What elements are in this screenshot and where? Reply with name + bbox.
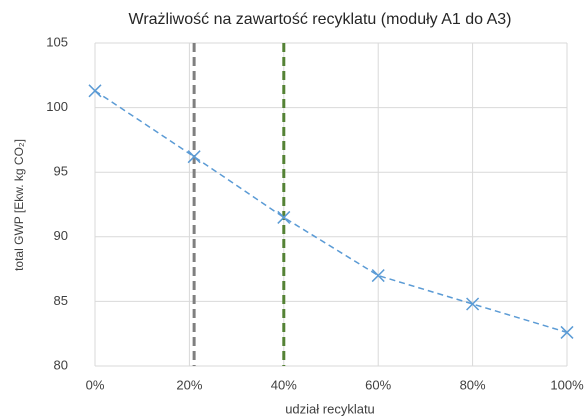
- marker: [560, 325, 574, 339]
- marker: [371, 269, 385, 283]
- x-tick-label: 100%: [550, 377, 584, 392]
- x-tick-label: 60%: [365, 377, 391, 392]
- marker: [88, 84, 102, 98]
- chart-title: Wrażliwość na zawartość recyklatu (moduł…: [129, 11, 512, 28]
- marker: [277, 210, 291, 224]
- marker: [187, 150, 201, 164]
- x-tick-label: 40%: [271, 377, 297, 392]
- x-axis-label: udział recyklatu: [285, 401, 375, 416]
- y-tick-label: 100: [46, 99, 68, 114]
- x-tick-label: 80%: [460, 377, 486, 392]
- y-tick-label: 85: [54, 293, 68, 308]
- marker: [466, 297, 480, 311]
- series-line: [94, 90, 568, 334]
- y-tick-label: 90: [54, 228, 68, 243]
- x-tick-label: 20%: [176, 377, 202, 392]
- x-tick-label: 0%: [86, 377, 105, 392]
- y-axis-label: total GWP [Ekw. kg CO₂]: [12, 139, 26, 271]
- y-tick-label: 95: [54, 164, 68, 179]
- y-tick-label: 80: [54, 357, 68, 372]
- y-tick-label: 105: [46, 34, 68, 49]
